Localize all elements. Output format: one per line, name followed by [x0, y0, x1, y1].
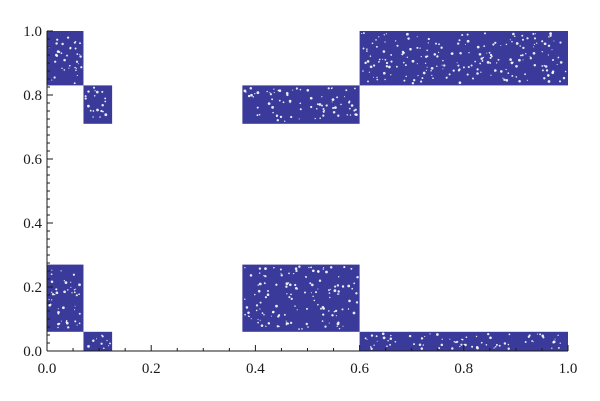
x-tick-label: 0.4 — [246, 361, 265, 377]
x-tick-label: 0.6 — [350, 361, 369, 377]
y-tick-label: 0.6 — [23, 152, 42, 168]
y-tick-label: 1.0 — [23, 24, 42, 40]
y-tick-label: 0.4 — [23, 216, 42, 232]
axes: 0.0 0.2 0.4 0.6 0.8 1.0 0.0 0.2 0.4 0.6 0.8 1.0 — [23, 24, 577, 377]
x-tick-label: 0.2 — [142, 361, 161, 377]
y-tick-label: 0.8 — [23, 88, 42, 104]
point-region-2 — [83, 85, 113, 124]
point-region-4 — [359, 31, 568, 86]
y-tick-label: 0.0 — [23, 344, 42, 360]
x-tick-label: 0.8 — [454, 361, 473, 377]
y-tick-label: 0.2 — [23, 280, 42, 296]
point-region-1 — [47, 31, 84, 86]
point-region-3 — [242, 85, 360, 124]
point-region-8 — [359, 331, 568, 351]
x-tick-label: 0.0 — [38, 361, 57, 377]
x-tick-label: 1.0 — [559, 361, 578, 377]
point-region-6 — [242, 264, 360, 332]
point-regions — [47, 31, 568, 351]
point-region-7 — [83, 331, 113, 351]
point-region-5 — [47, 264, 84, 332]
